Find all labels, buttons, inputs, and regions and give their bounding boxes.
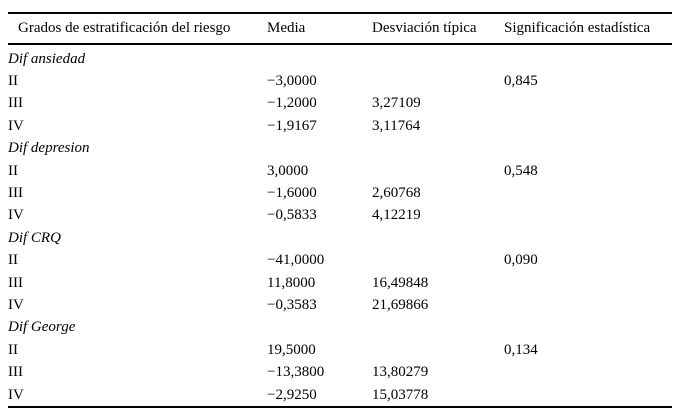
sig-cell: 0,134 xyxy=(504,341,538,358)
section-header-row: Dif George xyxy=(8,317,672,339)
table-row: III −1,6000 2,60768 xyxy=(8,182,672,204)
grade-cell: II xyxy=(8,252,18,269)
sd-cell xyxy=(372,160,504,182)
section-header-row: Dif CRQ xyxy=(8,227,672,249)
sd-cell: 4,12219 xyxy=(372,207,421,224)
section-label: Dif George xyxy=(8,319,76,336)
risk-stratification-table: Grados de estratificación del riesgo Med… xyxy=(8,12,672,409)
header-row: Grados de estratificación del riesgo Med… xyxy=(8,13,672,45)
media-cell: −0,5833 xyxy=(267,207,317,224)
table-row: II 19,5000 0,134 xyxy=(8,339,672,361)
media-cell: −0,3583 xyxy=(267,296,317,313)
grade-cell: III xyxy=(8,274,23,291)
grade-cell: IV xyxy=(8,386,24,403)
media-cell: −41,0000 xyxy=(267,252,325,269)
section-header-row: Dif ansiedad xyxy=(8,44,672,70)
grade-cell: IV xyxy=(8,117,24,134)
grade-cell: III xyxy=(8,95,23,112)
table-row: II 3,0000 0,548 xyxy=(8,160,672,182)
sd-cell: 2,60768 xyxy=(372,185,421,202)
sd-cell: 15,03778 xyxy=(372,386,429,403)
sig-cell xyxy=(504,205,672,227)
sd-cell xyxy=(372,70,504,92)
sig-cell xyxy=(504,294,672,316)
sig-cell xyxy=(504,384,672,407)
table-row: III 11,8000 16,49848 xyxy=(8,272,672,294)
table-row: III −13,3800 13,80279 xyxy=(8,361,672,383)
sig-cell xyxy=(504,361,672,383)
table-row: IV −0,3583 21,69866 xyxy=(8,294,672,316)
grade-cell: III xyxy=(8,364,23,381)
sig-cell xyxy=(504,115,672,137)
grade-cell: II xyxy=(8,162,18,179)
table-row: IV −2,9250 15,03778 xyxy=(8,384,672,407)
sd-cell: 16,49848 xyxy=(372,274,429,291)
section-label: Dif CRQ xyxy=(8,229,61,246)
media-cell: −1,9167 xyxy=(267,117,317,134)
media-cell: 19,5000 xyxy=(267,341,316,358)
media-cell: 3,0000 xyxy=(267,162,309,179)
sd-cell: 21,69866 xyxy=(372,296,429,313)
table-row: IV −1,9167 3,11764 xyxy=(8,115,672,137)
section-label: Dif depresion xyxy=(8,140,90,157)
sd-cell xyxy=(372,339,504,361)
grade-cell: II xyxy=(8,73,18,90)
column-header-significacion: Significación estadística xyxy=(504,13,672,45)
sd-cell: 3,11764 xyxy=(372,117,421,134)
sig-cell: 0,090 xyxy=(504,252,538,269)
sd-cell: 3,27109 xyxy=(372,95,421,112)
media-cell: −2,9250 xyxy=(267,386,317,403)
media-cell: −3,0000 xyxy=(267,73,317,90)
column-header-desviacion: Desviación típica xyxy=(372,13,504,45)
grade-cell: III xyxy=(8,185,23,202)
table-row: II −41,0000 0,090 xyxy=(8,250,672,272)
column-header-media: Media xyxy=(267,13,372,45)
column-header-grados: Grados de estratificación del riesgo xyxy=(8,13,267,45)
sig-cell: 0,845 xyxy=(504,73,538,90)
grade-cell: IV xyxy=(8,296,24,313)
section-header-row: Dif depresion xyxy=(8,138,672,160)
media-cell: −1,2000 xyxy=(267,95,317,112)
sig-cell xyxy=(504,272,672,294)
table-row: III −1,2000 3,27109 xyxy=(8,93,672,115)
media-cell: 11,8000 xyxy=(267,274,316,291)
section-label: Dif ansiedad xyxy=(8,50,86,67)
sig-cell: 0,548 xyxy=(504,162,538,179)
sig-cell xyxy=(504,93,672,115)
media-cell: −13,3800 xyxy=(267,364,325,381)
table-row: IV −0,5833 4,12219 xyxy=(8,205,672,227)
grade-cell: II xyxy=(8,341,18,358)
sig-cell xyxy=(504,182,672,204)
sd-cell xyxy=(372,250,504,272)
table-row: II −3,0000 0,845 xyxy=(8,70,672,92)
grade-cell: IV xyxy=(8,207,24,224)
media-cell: −1,6000 xyxy=(267,185,317,202)
sd-cell: 13,80279 xyxy=(372,364,429,381)
